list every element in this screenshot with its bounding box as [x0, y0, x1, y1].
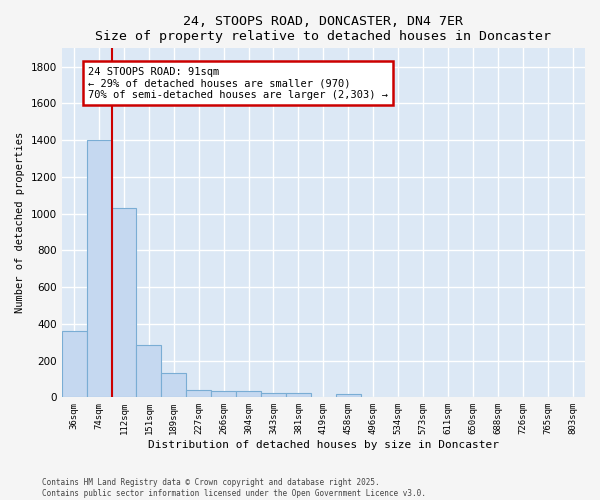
Bar	[236, 391, 261, 398]
Text: 24 STOOPS ROAD: 91sqm
← 29% of detached houses are smaller (970)
70% of semi-det: 24 STOOPS ROAD: 91sqm ← 29% of detached …	[88, 66, 388, 100]
Bar	[112, 208, 136, 398]
Bar	[161, 372, 186, 398]
Bar	[186, 390, 211, 398]
Bar	[136, 345, 161, 398]
Bar	[62, 331, 86, 398]
Text: Contains HM Land Registry data © Crown copyright and database right 2025.
Contai: Contains HM Land Registry data © Crown c…	[42, 478, 426, 498]
Title: 24, STOOPS ROAD, DONCASTER, DN4 7ER
Size of property relative to detached houses: 24, STOOPS ROAD, DONCASTER, DN4 7ER Size…	[95, 15, 551, 43]
Bar	[286, 392, 311, 398]
Y-axis label: Number of detached properties: Number of detached properties	[15, 132, 25, 314]
Bar	[336, 394, 361, 398]
X-axis label: Distribution of detached houses by size in Doncaster: Distribution of detached houses by size …	[148, 440, 499, 450]
Bar	[86, 140, 112, 398]
Bar	[261, 392, 286, 398]
Bar	[211, 391, 236, 398]
